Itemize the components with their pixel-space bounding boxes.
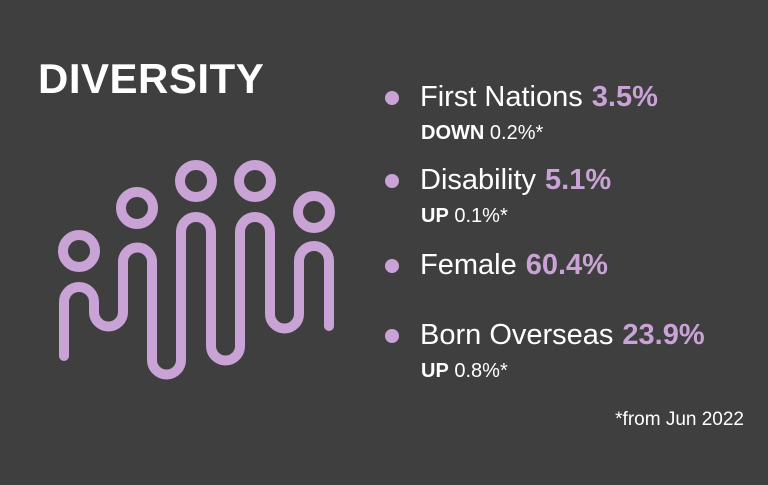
stat-value: 5.1% bbox=[545, 164, 612, 196]
stat-change: UP 0.8%* bbox=[421, 361, 705, 381]
stat-label: Born Overseas bbox=[420, 319, 614, 351]
stat-label: Female bbox=[420, 249, 517, 281]
stat-value: 3.5% bbox=[591, 81, 658, 113]
change-value: 0.2%* bbox=[489, 122, 544, 144]
stat-change: DOWN 0.2%* bbox=[421, 123, 658, 143]
change-direction: DOWN bbox=[421, 122, 485, 144]
change-direction: UP bbox=[421, 205, 449, 227]
stat-disability: Disability 5.1% UP 0.1%* bbox=[385, 166, 611, 226]
stat-label: Disability bbox=[420, 164, 537, 196]
bullet-icon bbox=[385, 328, 399, 343]
change-direction: UP bbox=[421, 360, 449, 382]
footnote: *from Jun 2022 bbox=[615, 409, 744, 430]
stat-change: UP 0.1%* bbox=[421, 206, 611, 226]
stat-value: 23.9% bbox=[622, 319, 705, 351]
change-value: 0.8%* bbox=[454, 360, 508, 382]
stat-female: Female 60.4% bbox=[385, 251, 608, 280]
bullet-icon bbox=[385, 173, 399, 188]
page-title: DIVERSITY bbox=[38, 55, 265, 102]
people-group-icon bbox=[58, 160, 335, 380]
stat-label: First Nations bbox=[420, 81, 583, 113]
change-value: 0.1%* bbox=[454, 205, 508, 227]
bullet-icon bbox=[385, 258, 399, 273]
bullet-icon bbox=[385, 90, 399, 105]
stat-first-nations: First Nations 3.5% DOWN 0.2%* bbox=[385, 83, 658, 143]
stat-born-overseas: Born Overseas 23.9% UP 0.8%* bbox=[385, 321, 705, 381]
stat-value: 60.4% bbox=[525, 249, 608, 281]
